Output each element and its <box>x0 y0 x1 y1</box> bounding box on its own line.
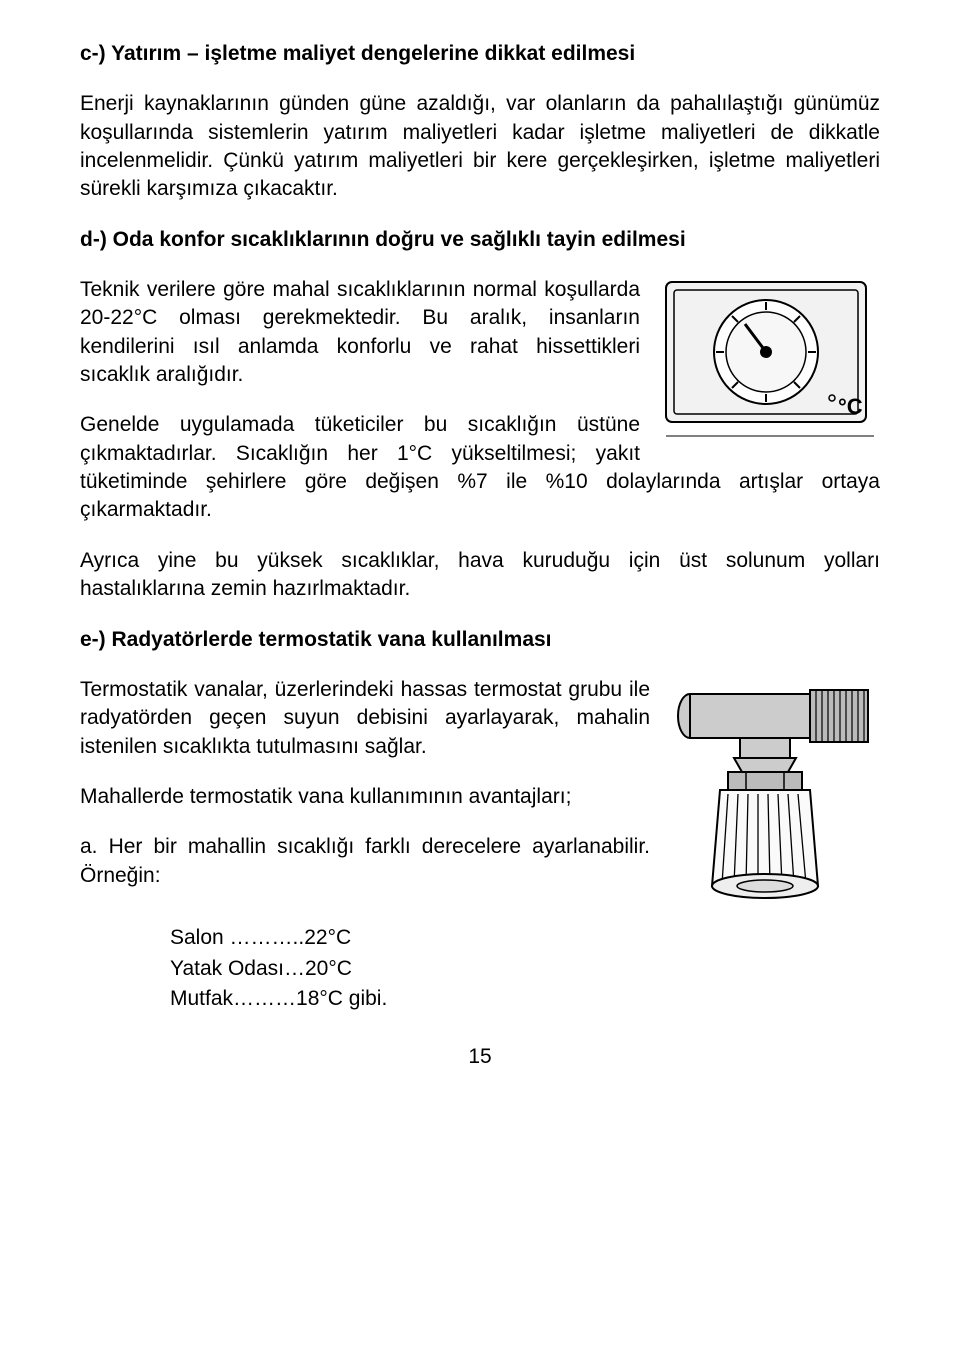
temperature-examples: Salon ………..22°C Yatak Odası…20°C Mutfak…… <box>170 924 880 1013</box>
example-mutfak: Mutfak………18°C gibi. <box>170 985 880 1013</box>
section-d-heading: d-) Oda konfor sıcaklıklarının doğru ve … <box>80 226 880 254</box>
valve-illustration <box>670 676 880 914</box>
section-c-heading: c-) Yatırım – işletme maliyet dengelerin… <box>80 40 880 68</box>
example-salon: Salon ………..22°C <box>170 924 880 952</box>
thermostat-illustration: °C <box>660 276 880 454</box>
thermostatic-valve-icon <box>670 676 880 906</box>
section-e-heading: e-) Radyatörlerde termostatik vana kulla… <box>80 626 880 654</box>
section-d-p3: Ayrıca yine bu yüksek sıcaklıklar, hava … <box>80 547 880 604</box>
page-number: 15 <box>80 1043 880 1071</box>
svg-text:°C: °C <box>838 394 863 419</box>
thermostat-icon: °C <box>660 276 880 446</box>
example-yatak: Yatak Odası…20°C <box>170 955 880 983</box>
section-c-p1: Enerji kaynaklarının günden güne azaldığ… <box>80 90 880 203</box>
